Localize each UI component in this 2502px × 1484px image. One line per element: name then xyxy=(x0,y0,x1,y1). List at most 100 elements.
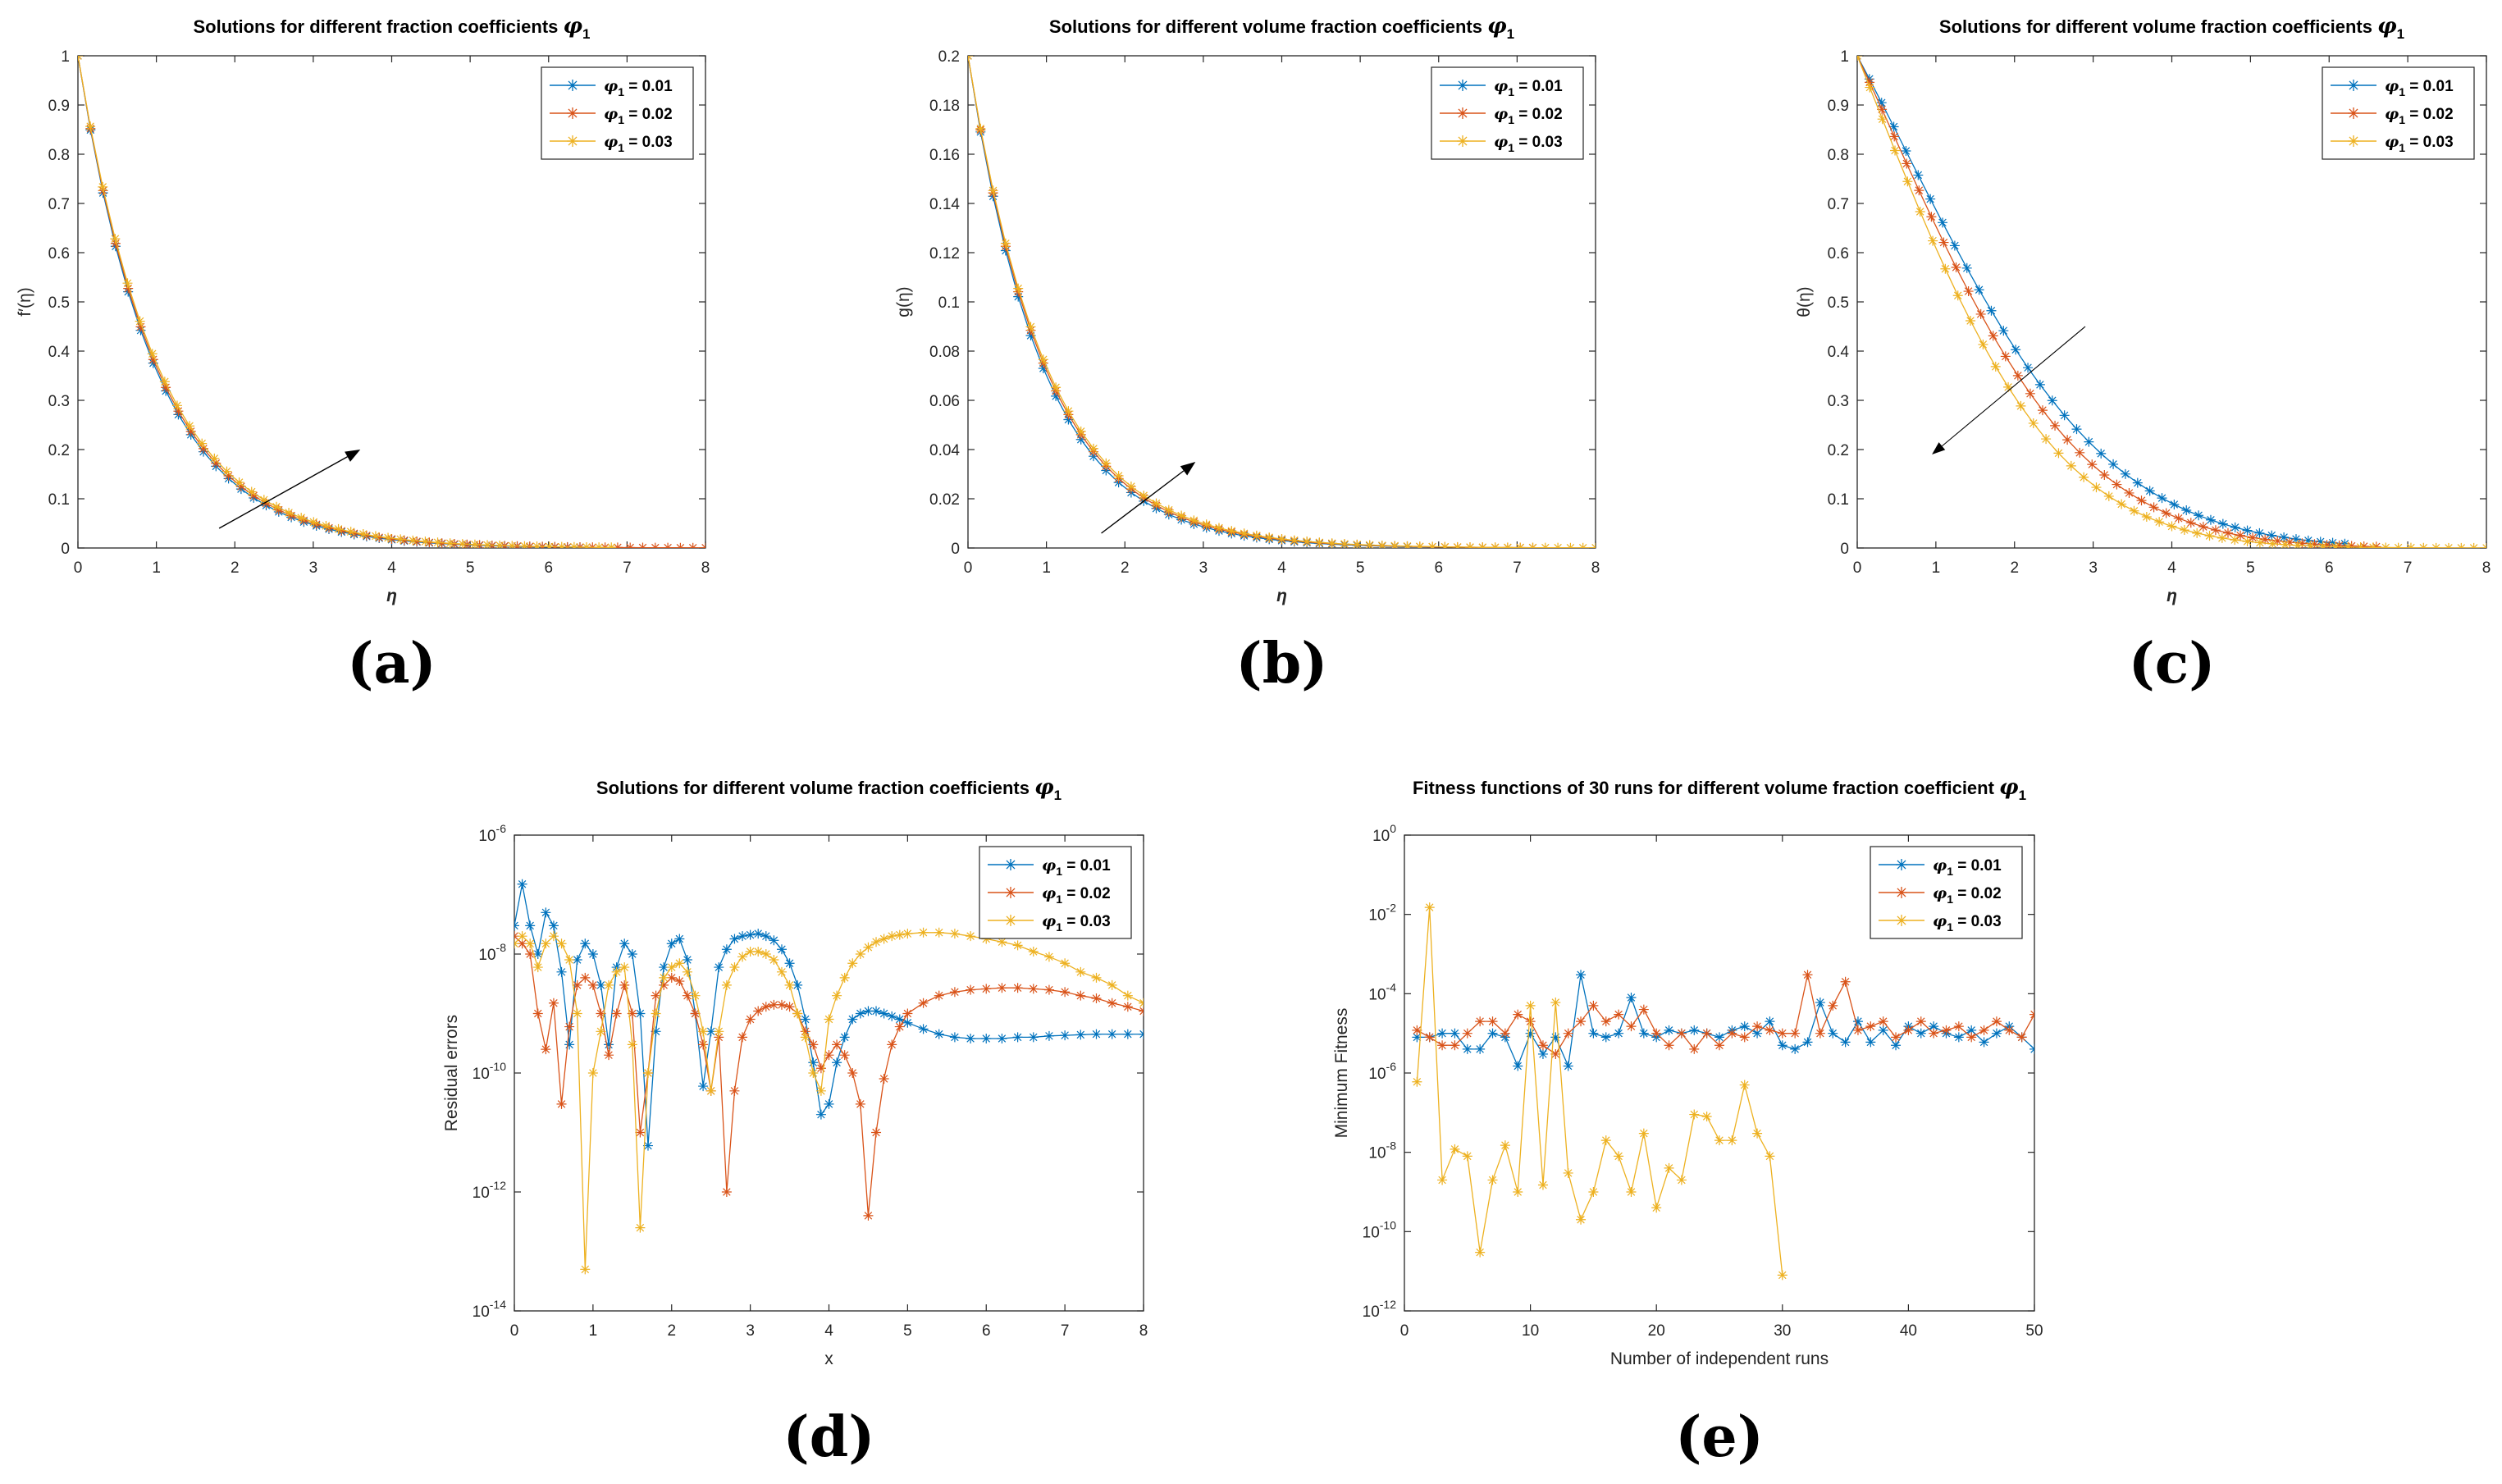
trend-arrow-line xyxy=(1942,326,2086,447)
data-point xyxy=(1462,1151,1472,1162)
data-point xyxy=(374,532,385,543)
data-point xyxy=(1515,542,1526,548)
data-point xyxy=(1739,1021,1750,1032)
data-point xyxy=(981,1033,992,1043)
data-point xyxy=(395,534,406,545)
data-point xyxy=(548,920,559,931)
data-point xyxy=(1676,1175,1687,1185)
x-tick-label: 5 xyxy=(2246,559,2255,577)
data-point xyxy=(582,541,592,548)
data-point xyxy=(1038,363,1048,374)
data-point xyxy=(2405,542,2416,548)
data-point xyxy=(651,990,661,1001)
x-tick-label: 3 xyxy=(1199,559,1208,577)
data-point xyxy=(1239,528,1249,539)
data-point xyxy=(1075,990,1086,1001)
y-tick-label: 0 xyxy=(61,541,70,558)
data-point xyxy=(800,1032,810,1043)
data-point xyxy=(1988,331,1998,341)
data-point xyxy=(525,920,536,931)
data-point xyxy=(1588,1187,1599,1197)
legend-entry-3: φ1 = 0.03 xyxy=(1494,133,1563,154)
y-tick-label: 10-6 xyxy=(478,822,506,845)
data-point xyxy=(776,999,787,1010)
data-point xyxy=(2181,505,2192,516)
data-point xyxy=(2242,525,2253,536)
data-point xyxy=(2037,405,2048,416)
x-tick-label: 0 xyxy=(964,559,973,577)
data-point xyxy=(2003,381,2014,392)
data-point xyxy=(815,1085,826,1096)
data-point xyxy=(642,1140,653,1151)
data-point xyxy=(1991,1016,2002,1027)
data-point xyxy=(1437,1040,1448,1051)
data-point xyxy=(2222,527,2233,538)
legend-marker xyxy=(2348,135,2359,147)
y-tick-label: 10-6 xyxy=(1368,1060,1396,1083)
data-point xyxy=(1563,1028,1573,1039)
data-point xyxy=(863,1210,874,1221)
data-point xyxy=(1525,1016,1536,1027)
data-point xyxy=(122,278,133,289)
data-point xyxy=(1412,1032,1422,1043)
chart-panel-d: 0 1 2 3 4 5 6 7 8 10-14 10-12 10-10 10-8 10-6 Solution… xyxy=(442,775,1148,1470)
y-tick-label: 10-12 xyxy=(1363,1298,1397,1321)
x-tick-label: 8 xyxy=(1139,1322,1148,1340)
x-tick-label: 6 xyxy=(1434,559,1443,577)
data-point xyxy=(2096,448,2107,459)
data-point xyxy=(863,1006,874,1016)
data-point xyxy=(871,1006,882,1016)
y-tick-label: 0.5 xyxy=(48,295,70,312)
data-point xyxy=(2084,436,2094,447)
data-point xyxy=(2016,400,2026,411)
data-point xyxy=(760,931,771,942)
data-point xyxy=(2041,434,2052,445)
legend-entry-2: φ1 = 0.02 xyxy=(2385,105,2454,126)
data-point xyxy=(776,944,787,955)
data-point xyxy=(2079,472,2089,482)
data-point xyxy=(879,1008,889,1019)
data-point xyxy=(1226,526,1237,537)
data-point xyxy=(1412,1025,1422,1035)
data-point xyxy=(1364,540,1375,548)
data-point xyxy=(2303,535,2313,546)
data-point xyxy=(457,539,468,548)
data-point xyxy=(721,944,732,955)
data-point xyxy=(1966,1025,1977,1035)
data-point xyxy=(2059,410,2070,421)
data-point xyxy=(824,1014,834,1025)
data-point xyxy=(1752,1028,1763,1039)
data-point xyxy=(1063,414,1074,425)
x-tick-label: 1 xyxy=(1042,559,1051,577)
data-point xyxy=(261,498,272,509)
data-point xyxy=(161,382,171,393)
data-point xyxy=(2053,448,2064,459)
data-point xyxy=(863,942,874,952)
data-point xyxy=(185,426,196,436)
data-point xyxy=(698,1039,709,1050)
x-tick-label: 2 xyxy=(1121,559,1130,577)
data-point xyxy=(587,949,598,959)
data-point xyxy=(1953,1021,1964,1032)
y-tick-label: 0.6 xyxy=(48,245,70,263)
data-point xyxy=(784,1002,795,1012)
data-point xyxy=(1902,176,1913,187)
data-point xyxy=(1877,104,1888,115)
data-point xyxy=(1940,263,1951,274)
y-tick-label: 0.5 xyxy=(1828,295,1849,312)
data-point xyxy=(556,966,567,977)
data-point xyxy=(1891,1040,1902,1051)
data-point xyxy=(604,979,614,990)
data-point xyxy=(1525,1028,1536,1039)
data-point xyxy=(1502,542,1513,548)
data-point xyxy=(1865,1037,1876,1048)
data-point xyxy=(1043,1030,1054,1041)
data-point xyxy=(548,998,559,1008)
series-3 xyxy=(514,927,1144,1275)
data-point xyxy=(1189,515,1199,526)
data-point xyxy=(2157,493,2167,504)
data-point xyxy=(1107,979,1117,990)
data-point xyxy=(1513,1061,1523,1071)
legend-entry-1: φ1 = 0.01 xyxy=(1042,856,1111,878)
data-point xyxy=(1113,471,1124,482)
